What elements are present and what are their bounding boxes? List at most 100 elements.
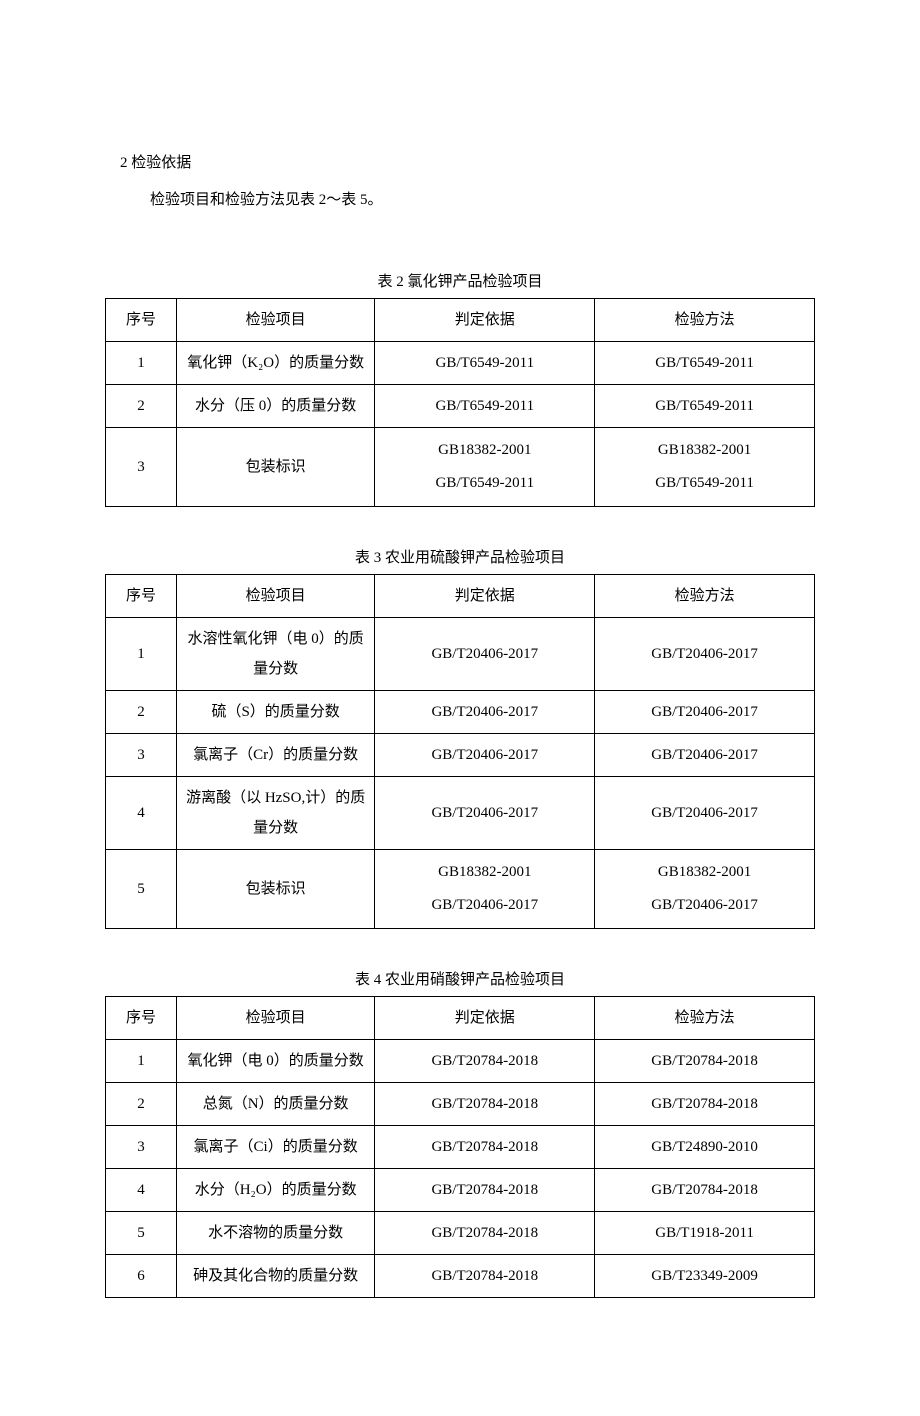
cell-method: GB/T6549-2011 [595,342,815,385]
section-heading: 2 检验依据 [105,150,815,177]
cell-item: 水不溶物的质量分数 [176,1212,375,1255]
cell-seq: 2 [106,1083,177,1126]
table3-block: 表 3 农业用硫酸钾产品检验项目 序号 检验项目 判定依据 检验方法 1 水溶性… [105,545,815,929]
cell-line: GB18382-2001 [599,434,810,467]
cell-item: 氧化钾（电 0）的质量分数 [176,1040,375,1083]
cell-method: GB/T20784-2018 [595,1083,815,1126]
document-page: 2 检验依据 检验项目和检验方法见表 2～表 5。 表 2 氯化钾产品检验项目 … [0,0,920,1416]
table-row: 4 游离酸（以 HzSO,计）的质量分数 GB/T20406-2017 GB/T… [106,777,815,850]
col-method: 检验方法 [595,997,815,1040]
cell-seq: 1 [106,1040,177,1083]
cell-method: GB/T24890-2010 [595,1126,815,1169]
cell-method: GB/T6549-2011 [595,385,815,428]
cell-seq: 4 [106,1169,177,1212]
cell-method: GB/T20784-2018 [595,1169,815,1212]
cell-line: GB18382-2001 [379,856,590,889]
cell-basis: GB/T6549-2011 [375,342,595,385]
cell-seq: 3 [106,1126,177,1169]
cell-basis: GB18382-2001 GB/T20406-2017 [375,850,595,929]
col-seq: 序号 [106,299,177,342]
cell-item: 水分（压 0）的质量分数 [176,385,375,428]
col-seq: 序号 [106,997,177,1040]
cell-seq: 5 [106,1212,177,1255]
cell-method: GB/T20406-2017 [595,618,815,691]
table4-caption: 表 4 农业用硝酸钾产品检验项目 [105,967,815,994]
col-seq: 序号 [106,575,177,618]
cell-item: 游离酸（以 HzSO,计）的质量分数 [176,777,375,850]
cell-seq: 1 [106,342,177,385]
table-row: 2 硫（S）的质量分数 GB/T20406-2017 GB/T20406-201… [106,691,815,734]
cell-basis: GB/T20406-2017 [375,618,595,691]
cell-item: 包装标识 [176,428,375,507]
table-row: 6 砷及其化合物的质量分数 GB/T20784-2018 GB/T23349-2… [106,1255,815,1298]
cell-item: 水分（H₂O）的质量分数 [176,1169,375,1212]
cell-seq: 5 [106,850,177,929]
table-row: 3 氯离子（Ci）的质量分数 GB/T20784-2018 GB/T24890-… [106,1126,815,1169]
cell-basis: GB/T20784-2018 [375,1212,595,1255]
cell-item: 硫（S）的质量分数 [176,691,375,734]
cell-line: GB/T20406-2017 [379,889,590,922]
table-header-row: 序号 检验项目 判定依据 检验方法 [106,575,815,618]
cell-method: GB18382-2001 GB/T20406-2017 [595,850,815,929]
cell-seq: 2 [106,385,177,428]
cell-line: GB18382-2001 [599,856,810,889]
table-row: 5 水不溶物的质量分数 GB/T20784-2018 GB/T1918-2011 [106,1212,815,1255]
cell-item: 包装标识 [176,850,375,929]
col-item: 检验项目 [176,997,375,1040]
table-row: 2 总氮（N）的质量分数 GB/T20784-2018 GB/T20784-20… [106,1083,815,1126]
col-item: 检验项目 [176,299,375,342]
table-row: 3 包装标识 GB18382-2001 GB/T6549-2011 GB1838… [106,428,815,507]
cell-basis: GB/T20406-2017 [375,691,595,734]
cell-item: 氧化钾（K₂O）的质量分数 [176,342,375,385]
table-row: 3 氯离子（Cr）的质量分数 GB/T20406-2017 GB/T20406-… [106,734,815,777]
section-intro: 检验项目和检验方法见表 2～表 5。 [105,187,815,214]
cell-line: GB18382-2001 [379,434,590,467]
cell-line: GB/T6549-2011 [379,467,590,500]
cell-item: 水溶性氧化钾（电 0）的质量分数 [176,618,375,691]
table2: 序号 检验项目 判定依据 检验方法 1 氧化钾（K₂O）的质量分数 GB/T65… [105,298,815,507]
table3-caption: 表 3 农业用硫酸钾产品检验项目 [105,545,815,572]
cell-basis: GB18382-2001 GB/T6549-2011 [375,428,595,507]
cell-method: GB/T1918-2011 [595,1212,815,1255]
cell-item: 总氮（N）的质量分数 [176,1083,375,1126]
cell-basis: GB/T20784-2018 [375,1126,595,1169]
cell-method: GB/T20406-2017 [595,691,815,734]
cell-method: GB18382-2001 GB/T6549-2011 [595,428,815,507]
table4: 序号 检验项目 判定依据 检验方法 1 氧化钾（电 0）的质量分数 GB/T20… [105,996,815,1298]
cell-seq: 4 [106,777,177,850]
cell-method: GB/T20784-2018 [595,1040,815,1083]
table-row: 5 包装标识 GB18382-2001 GB/T20406-2017 GB183… [106,850,815,929]
table-header-row: 序号 检验项目 判定依据 检验方法 [106,299,815,342]
cell-method: GB/T20406-2017 [595,734,815,777]
col-item: 检验项目 [176,575,375,618]
cell-basis: GB/T20406-2017 [375,734,595,777]
cell-seq: 2 [106,691,177,734]
cell-seq: 6 [106,1255,177,1298]
table4-block: 表 4 农业用硝酸钾产品检验项目 序号 检验项目 判定依据 检验方法 1 氧化钾… [105,967,815,1298]
cell-basis: GB/T20784-2018 [375,1040,595,1083]
cell-basis: GB/T6549-2011 [375,385,595,428]
cell-item: 氯离子（Cr）的质量分数 [176,734,375,777]
table-row: 4 水分（H₂O）的质量分数 GB/T20784-2018 GB/T20784-… [106,1169,815,1212]
cell-seq: 1 [106,618,177,691]
cell-method: GB/T23349-2009 [595,1255,815,1298]
col-basis: 判定依据 [375,299,595,342]
col-basis: 判定依据 [375,997,595,1040]
cell-basis: GB/T20406-2017 [375,777,595,850]
cell-basis: GB/T20784-2018 [375,1255,595,1298]
cell-method: GB/T20406-2017 [595,777,815,850]
table2-block: 表 2 氯化钾产品检验项目 序号 检验项目 判定依据 检验方法 1 氧化钾（K₂… [105,269,815,507]
col-method: 检验方法 [595,299,815,342]
cell-seq: 3 [106,428,177,507]
cell-item: 氯离子（Ci）的质量分数 [176,1126,375,1169]
table-row: 1 水溶性氧化钾（电 0）的质量分数 GB/T20406-2017 GB/T20… [106,618,815,691]
cell-item: 砷及其化合物的质量分数 [176,1255,375,1298]
cell-basis: GB/T20784-2018 [375,1169,595,1212]
cell-line: GB/T20406-2017 [599,889,810,922]
table-row: 2 水分（压 0）的质量分数 GB/T6549-2011 GB/T6549-20… [106,385,815,428]
cell-basis: GB/T20784-2018 [375,1083,595,1126]
col-basis: 判定依据 [375,575,595,618]
table-row: 1 氧化钾（电 0）的质量分数 GB/T20784-2018 GB/T20784… [106,1040,815,1083]
table2-caption: 表 2 氯化钾产品检验项目 [105,269,815,296]
cell-line: GB/T6549-2011 [599,467,810,500]
